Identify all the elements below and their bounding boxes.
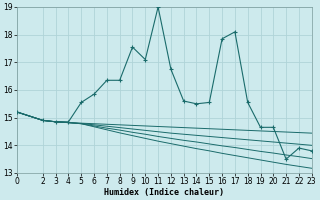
X-axis label: Humidex (Indice chaleur): Humidex (Indice chaleur) [105,188,225,197]
